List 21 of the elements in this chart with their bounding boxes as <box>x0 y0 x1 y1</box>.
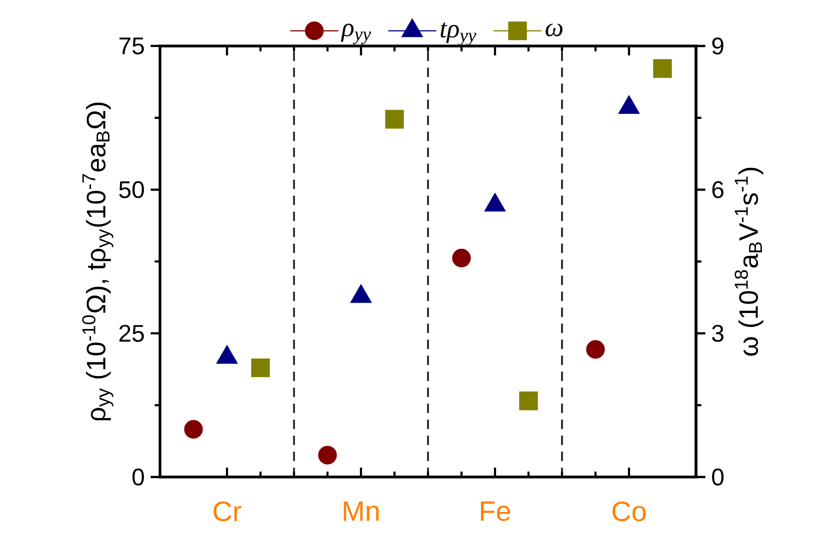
y-tick-label: 25 <box>119 324 144 342</box>
x-tick-label: Co <box>612 501 646 522</box>
x-tick-label: Cr <box>214 501 242 522</box>
legend-label: ω <box>546 24 562 36</box>
y-tick-label: 75 <box>119 38 144 54</box>
point <box>519 392 538 410</box>
text: ω (10$^{18}$a$_{B}$V$^{-1}$s$^{-1}$) <box>734 168 764 356</box>
y-tick-label: 0 <box>132 468 144 486</box>
y-tick-label: 50 <box>119 181 144 198</box>
x-tick-label: Mn <box>344 501 379 521</box>
legend-label: ρ$_{yy}$ <box>340 24 371 44</box>
y2-tick-label: 0 <box>712 468 724 486</box>
legend-label: tρ$_{yy}$ <box>440 22 476 46</box>
point <box>385 110 404 129</box>
point <box>251 358 270 378</box>
point <box>653 59 672 78</box>
y2-tick-label: 9 <box>712 37 724 54</box>
y2-tick-label: 6 <box>712 181 724 198</box>
x-tick-label: Fe <box>480 501 510 521</box>
y2-tick-label: 3 <box>712 324 724 342</box>
text: ρ$_{yy}$ (10$^{-10}$Ω), tρ$_{yy}$(10$^{-7}$ea$_{B}$Ω) <box>82 102 114 420</box>
